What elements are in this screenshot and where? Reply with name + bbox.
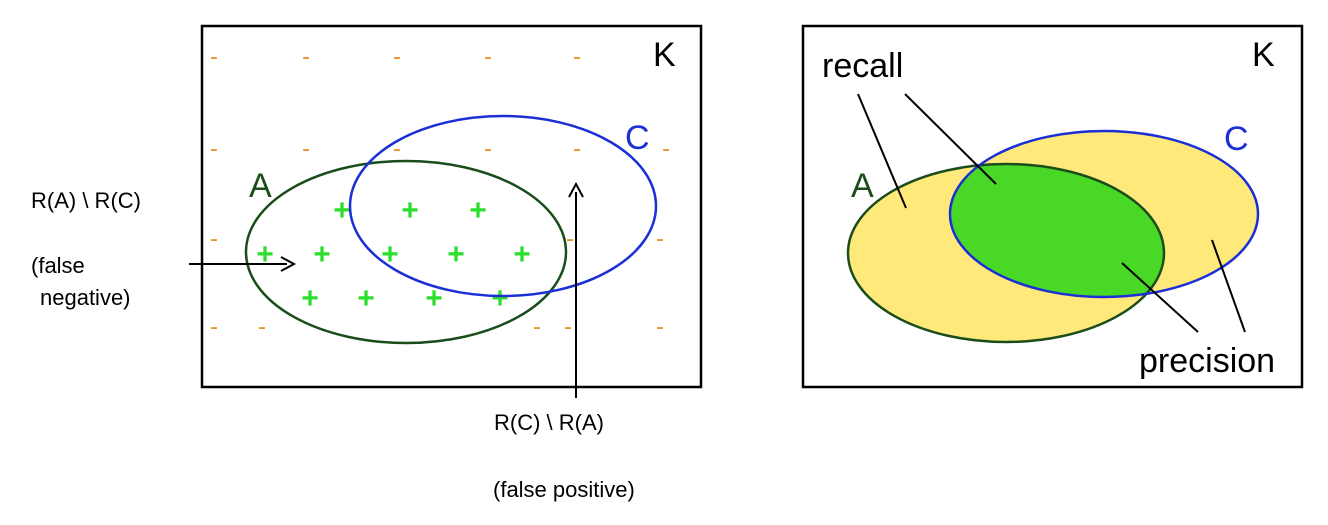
recall-label: recall [822,47,903,85]
set-a-ellipse-right [846,162,1166,344]
universe-label-k-right: K [1252,36,1275,74]
minus-marker: - [573,135,581,162]
minus-marker: - [662,135,670,162]
negative-markers: - - - - -- - - - - -- - -- - - - - [210,43,670,340]
minus-marker: - [210,43,218,70]
right-panel: K A C recall precision [801,24,1304,389]
minus-marker: - [564,313,572,340]
false-positive-caption: (false positive) [493,477,635,502]
set-c-label-left: C [625,119,650,157]
minus-marker: - [656,225,664,252]
minus-marker: - [393,135,401,162]
false-negative-set-label: R(A) \ R(C) [31,188,141,213]
precision-pointer-intersection [1121,262,1199,333]
false-positive-arrowhead [568,181,584,198]
plus-marker: + [301,282,319,315]
minus-marker: - [210,225,218,252]
minus-marker: - [484,135,492,162]
universe-label-k-left: K [653,36,676,74]
precision-pointer-c [1211,239,1246,333]
minus-marker: - [484,43,492,70]
minus-marker: - [573,43,581,70]
false-negative-caption-1: (false [31,253,85,278]
minus-marker: - [656,313,664,340]
plus-marker: + [357,282,375,315]
minus-marker: - [533,313,541,340]
plus-marker: + [447,238,465,271]
set-a-label-right: A [851,167,874,205]
false-negative-arrowhead [280,256,297,272]
universe-frame-left [200,24,703,389]
plus-marker: + [401,194,419,227]
minus-marker: - [302,135,310,162]
false-positive-set-label: R(C) \ R(A) [494,410,604,435]
plus-marker: + [425,282,443,315]
set-c-label-right: C [1224,120,1249,158]
set-c-ellipse-right [948,129,1260,299]
minus-marker: - [393,43,401,70]
false-negative-caption-2: negative) [40,285,131,310]
precision-label: precision [1139,342,1275,380]
minus-marker: - [302,43,310,70]
positive-markers: + + ++ + + + ++ + + + [256,194,531,315]
plus-marker: + [513,238,531,271]
intersection-fill [950,164,1164,297]
plus-marker: + [491,282,509,315]
plus-marker: + [333,194,351,227]
recall-pointer-a [857,93,907,209]
plus-marker: + [313,238,331,271]
set-a-ellipse-left [244,159,568,345]
minus-marker: - [210,313,218,340]
plus-marker: + [469,194,487,227]
minus-marker: - [210,135,218,162]
set-c-ellipse-left [348,114,658,298]
plus-marker: + [256,238,274,271]
set-a-label-left: A [249,167,272,205]
recall-pointer-intersection [904,93,997,185]
minus-marker: - [258,313,266,340]
left-panel: K - - - - -- - - - - -- - -- - - - - + + ++ + + + ++ + + + A C R… [31,24,703,502]
minus-marker: - [566,225,574,252]
